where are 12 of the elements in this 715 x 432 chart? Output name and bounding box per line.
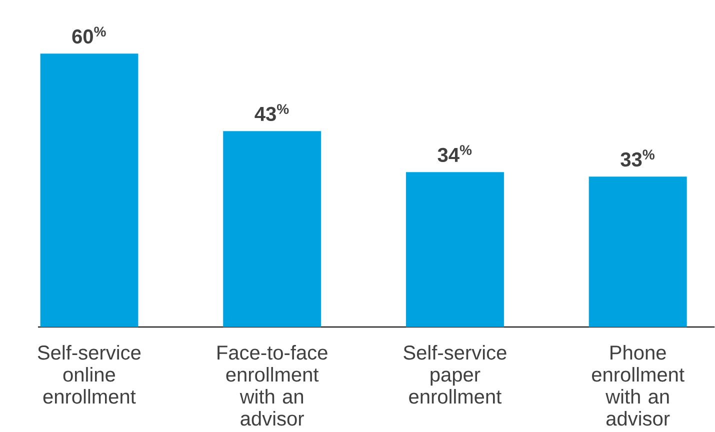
x-tick-label: Face-to-face enrollment with an advisor	[218, 345, 328, 426]
bar	[588, 176, 687, 327]
bar	[40, 54, 138, 327]
data-label: 60$^{%}$	[72, 26, 106, 44]
bar	[406, 172, 504, 327]
data-label: 34$^{%}$	[438, 145, 472, 162]
data-label: 33$^{%}$	[620, 150, 654, 167]
bar	[223, 131, 322, 327]
x-tick-label: Phone enrollment with an advisor	[592, 345, 684, 426]
x-tick-label: Self-service online enrollment	[38, 345, 141, 404]
data-label: 43$^{%}$	[254, 104, 289, 122]
x-tick-label: Self-service paper enrollment	[404, 345, 506, 404]
